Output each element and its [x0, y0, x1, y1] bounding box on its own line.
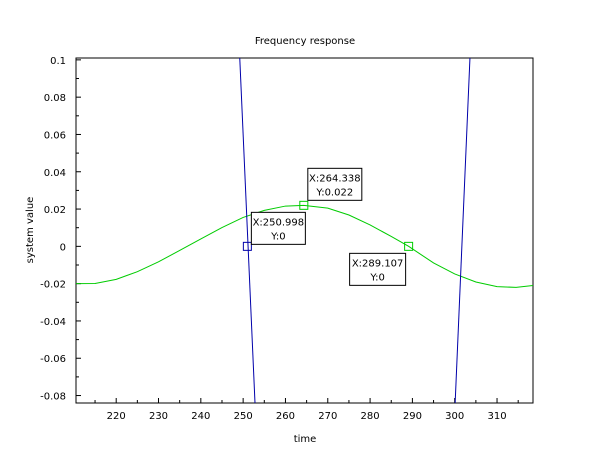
y-axis-label: system value: [25, 197, 36, 264]
x-tick-label: 310: [487, 411, 506, 422]
x-tick-label: 260: [276, 411, 295, 422]
y-tick-label: 0: [60, 242, 66, 253]
x-tick-label: 250: [234, 411, 253, 422]
datatip-marker[interactable]: [242, 241, 252, 251]
x-tick-label: 280: [361, 411, 380, 422]
datatip-x-label: X:289.107: [352, 258, 404, 269]
datatip-marker[interactable]: [404, 241, 414, 251]
x-axis-label: time: [294, 434, 317, 445]
y-tick-label: 0.06: [44, 130, 66, 141]
y-tick-label: -0.02: [40, 280, 66, 291]
datatip-marker[interactable]: [299, 200, 309, 210]
x-tick-label: 220: [107, 411, 126, 422]
datatip-box: [349, 252, 407, 286]
chart-title: Frequency response: [255, 36, 355, 47]
datatip-x-label: X:250.998: [253, 217, 305, 228]
x-tick-label: 270: [318, 411, 337, 422]
y-tick-label: 0.04: [44, 168, 66, 179]
datatip[interactable]: X:289.107 Y:0: [349, 241, 414, 286]
y-tick-label: -0.08: [40, 392, 66, 403]
x-tick-label: 230: [149, 411, 168, 422]
x-tick-label: 240: [191, 411, 210, 422]
series-1-segment-0: [239, 58, 256, 403]
datatip[interactable]: X:264.338 Y:0.022: [299, 167, 363, 210]
series-0-line: [76, 204, 533, 288]
x-tick-label: 290: [403, 411, 422, 422]
y-tick-label: -0.04: [40, 317, 66, 328]
x-tick-label: 300: [445, 411, 464, 422]
y-tick-label: -0.06: [40, 354, 66, 365]
datatip-box: [250, 211, 306, 245]
y-tick-label: 0.08: [44, 93, 66, 104]
y-tick-label: 0.1: [50, 56, 66, 67]
datatip[interactable]: X:250.998 Y:0: [242, 211, 306, 251]
datatip-y-label: Y:0.022: [315, 187, 353, 198]
datatip-box: [307, 167, 363, 201]
y-tick-label: 0.02: [44, 205, 66, 216]
series-1-segment-1: [454, 58, 471, 403]
datatip-x-label: X:264.338: [309, 173, 361, 184]
datatip-y-label: Y:0: [369, 272, 385, 283]
datatip-y-label: Y:0: [270, 231, 286, 242]
